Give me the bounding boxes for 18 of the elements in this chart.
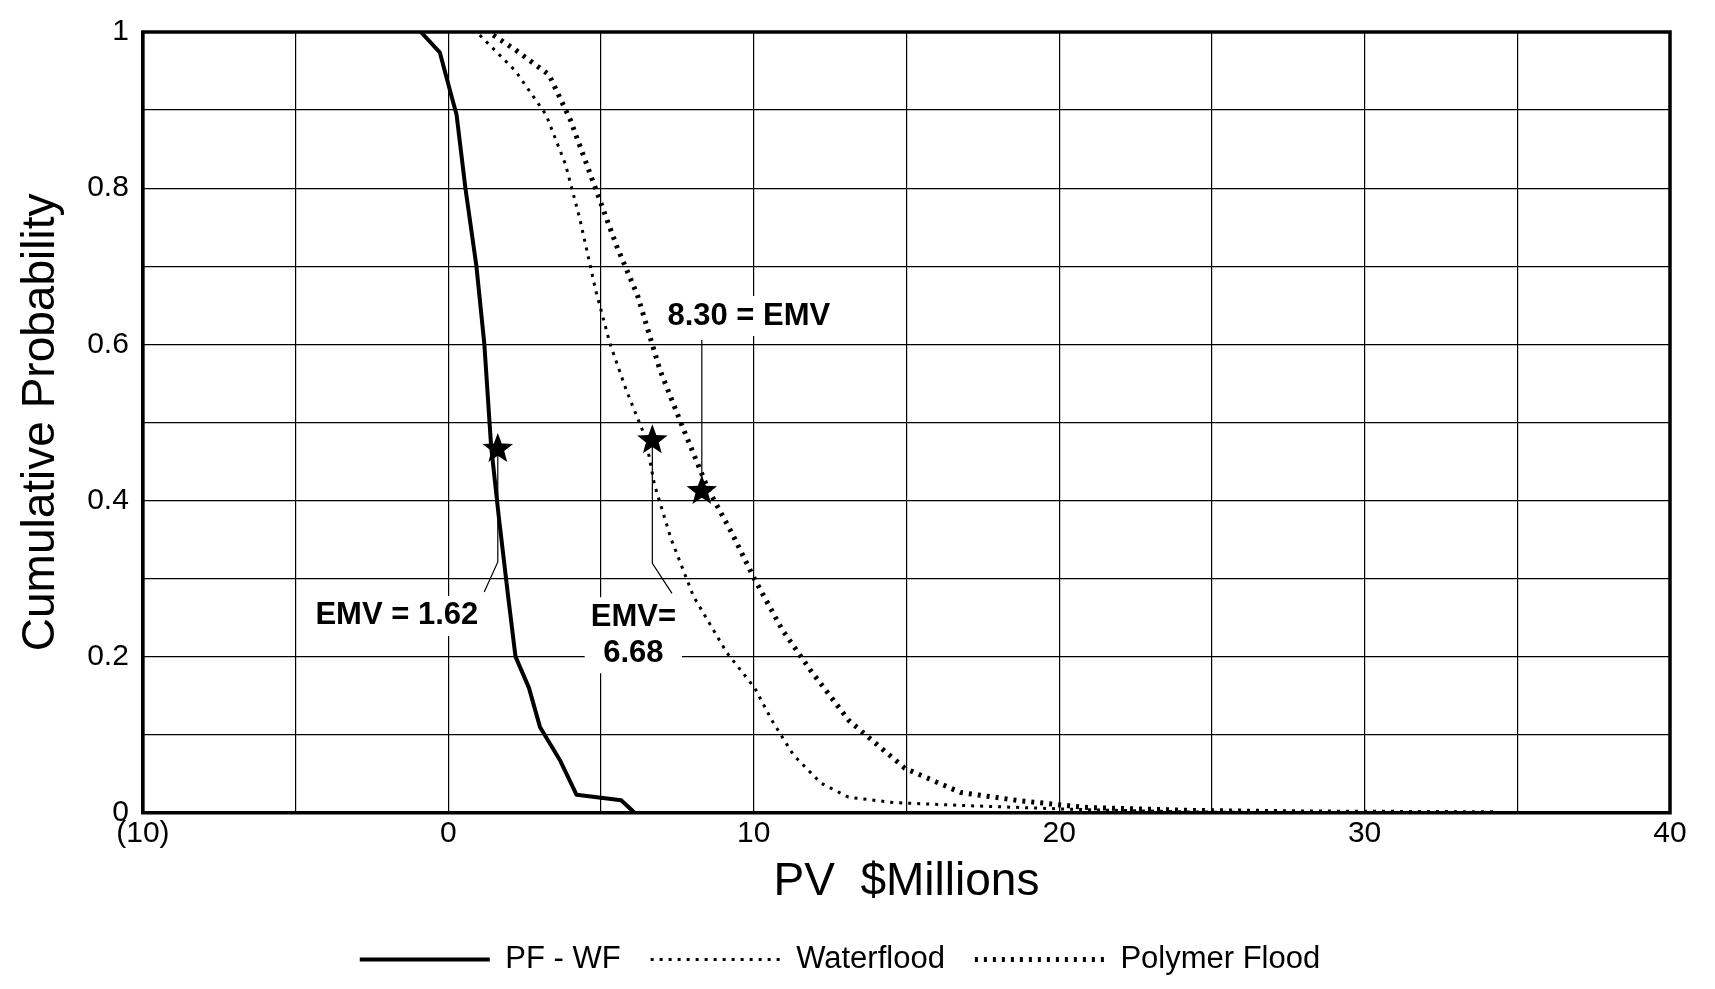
y-tick-label: 0.2 bbox=[87, 637, 129, 671]
legend-label: PF - WF bbox=[505, 940, 621, 976]
x-tick-label: 10 bbox=[737, 815, 771, 849]
x-tick-label: 20 bbox=[1042, 815, 1076, 849]
legend-label: Polymer Flood bbox=[1120, 940, 1321, 976]
y-tick-label: 1 bbox=[112, 13, 129, 47]
y-tick-label: 0.4 bbox=[87, 481, 129, 515]
x-tick-label: 0 bbox=[439, 815, 457, 849]
y-tick-label: 0.6 bbox=[87, 325, 129, 359]
annotation: EMV = 1.62 bbox=[315, 596, 479, 632]
x-axis-title: PV $Millions bbox=[773, 853, 1040, 906]
y-axis-title: Cumulative Probability bbox=[12, 193, 65, 652]
legend-label: Waterflood bbox=[796, 940, 945, 976]
y-tick-label: 0.8 bbox=[87, 169, 129, 203]
annotation: 8.30 = EMV bbox=[667, 296, 831, 332]
x-tick-label: 40 bbox=[1653, 815, 1687, 849]
x-tick-label: 30 bbox=[1347, 815, 1382, 849]
annotation: EMV= 6.68 bbox=[590, 597, 676, 669]
